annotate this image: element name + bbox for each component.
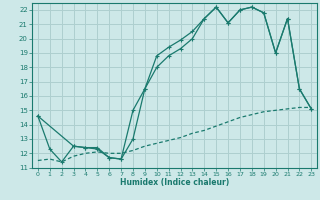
X-axis label: Humidex (Indice chaleur): Humidex (Indice chaleur)	[120, 178, 229, 187]
